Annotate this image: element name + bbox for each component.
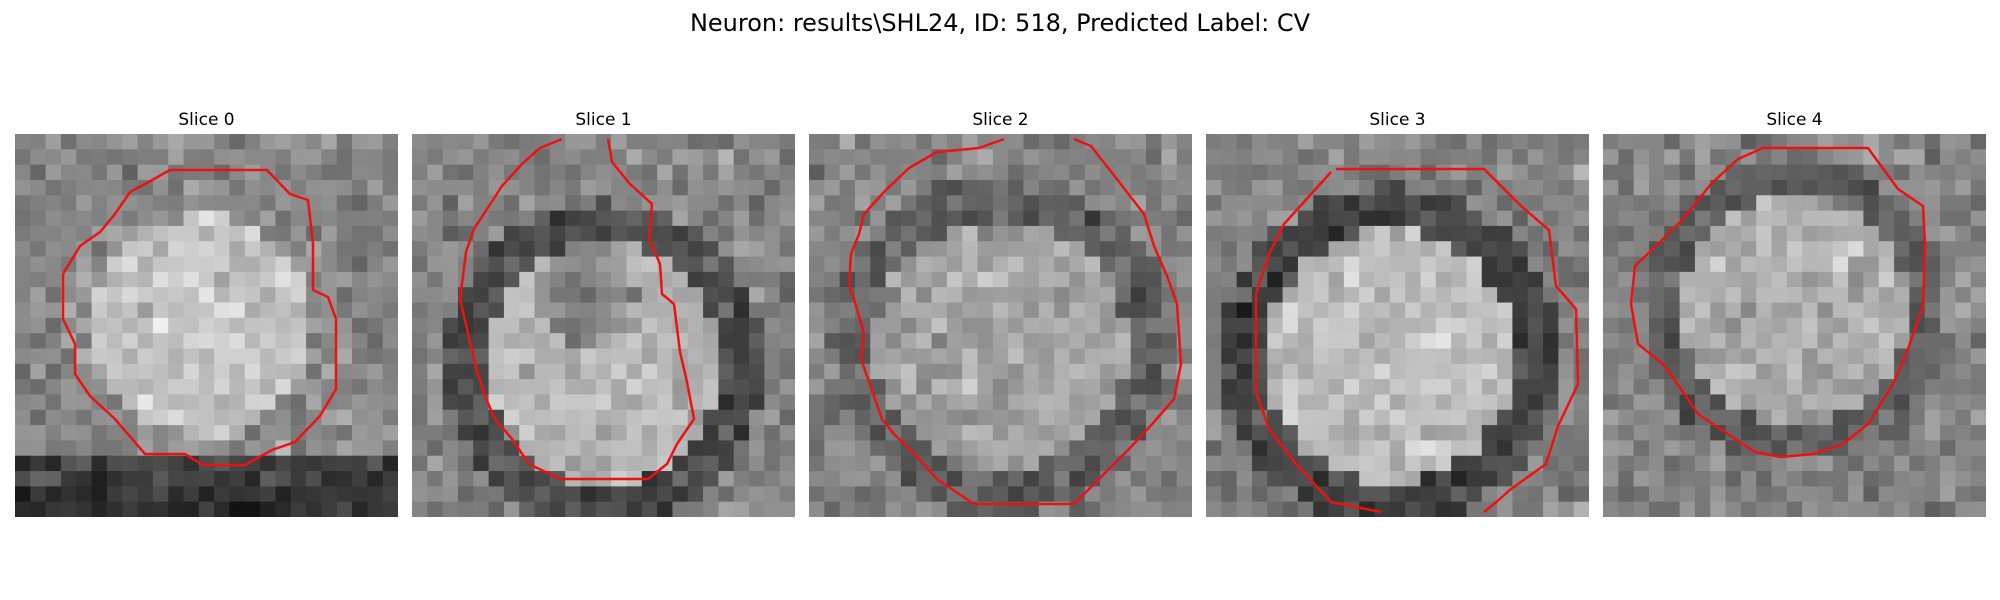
contour-outline	[1629, 146, 1927, 459]
contour-outline	[847, 137, 1183, 506]
slice-2-title: Slice 2	[972, 110, 1029, 130]
contour-outline	[61, 168, 338, 467]
pixel-grid	[809, 134, 1192, 517]
slice-2-image	[809, 134, 1192, 517]
slice-1-title: Slice 1	[575, 110, 632, 130]
slice-1-image	[412, 134, 795, 517]
pixel-grid	[412, 134, 795, 517]
slice-3-title: Slice 3	[1369, 110, 1426, 130]
slice-0-image	[15, 134, 398, 517]
pixel-grid	[1206, 134, 1589, 517]
slice-4-image	[1603, 134, 1986, 517]
slice-4-title: Slice 4	[1766, 110, 1823, 130]
figure-title: Neuron: results\SHL24, ID: 518, Predicte…	[689, 9, 1311, 37]
contour-outline	[1254, 167, 1580, 514]
contour-outline	[458, 137, 696, 481]
pixel-grid	[1603, 134, 1986, 517]
pixel-grid	[15, 134, 398, 517]
slice-3-image	[1206, 134, 1589, 517]
slice-0-title: Slice 0	[178, 110, 235, 130]
